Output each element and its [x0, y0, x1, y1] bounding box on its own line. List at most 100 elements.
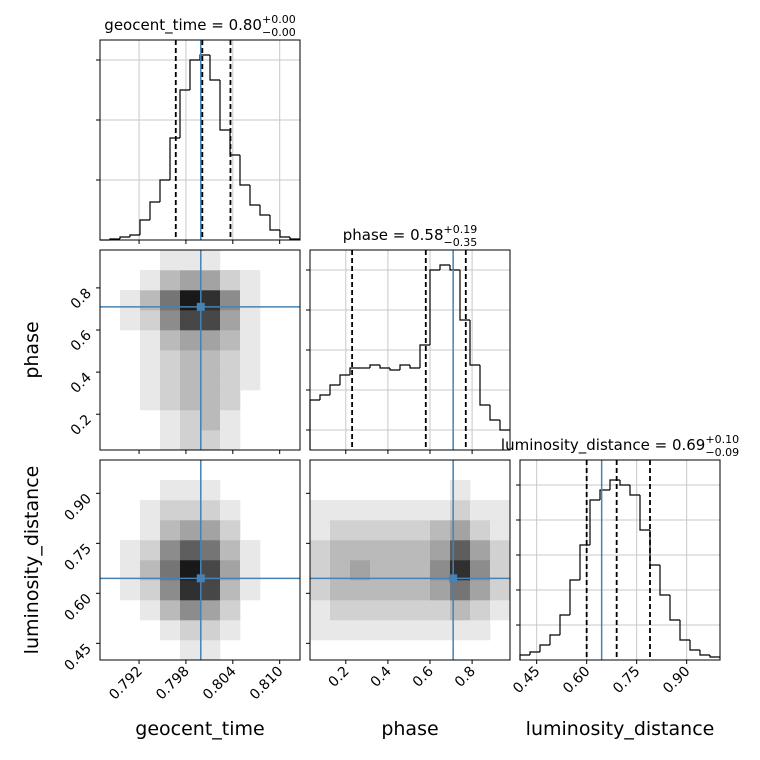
- density-cell: [450, 620, 471, 641]
- density-cell: [390, 600, 411, 621]
- histogram-bin: [699, 650, 710, 656]
- histogram-bin: [219, 80, 230, 131]
- density-cell: [160, 270, 181, 291]
- density-cell: [310, 520, 331, 541]
- x-tick-label: 0.792: [106, 664, 146, 704]
- histogram-bin: [689, 640, 700, 651]
- y-tick-label: 0.60: [61, 591, 94, 624]
- density-cell: [220, 580, 241, 601]
- histogram-bin: [289, 237, 300, 240]
- density-cell: [450, 500, 471, 521]
- histogram-bin: [119, 236, 130, 239]
- density-cell: [370, 560, 391, 581]
- density-cell: [220, 310, 241, 331]
- density-cell: [220, 370, 241, 391]
- density-cell: [470, 520, 491, 541]
- y-tick-label: 0.75: [61, 541, 94, 574]
- density-cell: [370, 580, 391, 601]
- histogram-bin: [569, 579, 580, 615]
- density-cell: [470, 540, 491, 561]
- truth-marker: [196, 302, 205, 311]
- density-cell: [140, 580, 161, 601]
- title-main: geocent_time = 0.80: [104, 16, 262, 35]
- density-cell: [200, 270, 221, 291]
- title-upper: +0.19: [444, 223, 478, 236]
- histogram-bin: [399, 364, 410, 370]
- density-cell: [220, 290, 241, 311]
- density-cell: [220, 500, 241, 521]
- density-cell: [220, 560, 241, 581]
- density-cell: [160, 500, 181, 521]
- density-cell: [140, 600, 161, 621]
- density-cell: [160, 330, 181, 351]
- density-cell: [160, 250, 181, 271]
- y-axis-label: phase: [21, 321, 43, 378]
- title-upper: +0.10: [705, 433, 739, 446]
- density-cell: [160, 290, 181, 311]
- histogram-bin: [459, 270, 470, 321]
- density-cell: [200, 520, 221, 541]
- density-cell: [330, 560, 351, 581]
- density-cell: [240, 580, 261, 601]
- density-cell: [410, 520, 431, 541]
- density-cell: [350, 500, 371, 521]
- truth-marker: [196, 574, 205, 583]
- histogram-bin: [419, 344, 430, 368]
- histogram-bin: [309, 399, 320, 450]
- density-cell: [200, 500, 221, 521]
- x-tick-label: 0.798: [153, 664, 193, 704]
- density-cell: [160, 410, 181, 431]
- density-cell: [350, 600, 371, 621]
- density-cell: [180, 560, 201, 581]
- histogram-bin: [179, 89, 190, 138]
- histogram-bin: [349, 367, 360, 375]
- density-cell: [140, 390, 161, 411]
- density-cell: [140, 330, 161, 351]
- density-cell: [200, 310, 221, 331]
- density-cell: [220, 270, 241, 291]
- x-tick-label: 0.45: [510, 664, 543, 697]
- density-cell: [470, 600, 491, 621]
- density-cell: [220, 520, 241, 541]
- density-cell: [310, 560, 331, 581]
- panel-title: phase = 0.58+0.19 −0.35: [343, 223, 478, 249]
- histogram-bin: [189, 59, 200, 90]
- density-cell: [220, 540, 241, 561]
- density-cell: [310, 540, 331, 561]
- density-cell: [430, 600, 451, 621]
- density-cell: [330, 580, 351, 601]
- density-cell: [180, 270, 201, 291]
- y-tick-label: 0.45: [61, 641, 94, 674]
- density-cell: [330, 620, 351, 641]
- density-cell: [200, 600, 221, 621]
- density-cell: [450, 480, 471, 501]
- density-cell: [430, 520, 451, 541]
- panel-frame: [99, 39, 301, 241]
- histogram-bin: [599, 489, 610, 500]
- density-cell: [140, 350, 161, 371]
- histogram-bin: [579, 544, 590, 580]
- density-cell: [350, 520, 371, 541]
- density-cell: [180, 480, 201, 501]
- density-cell: [410, 540, 431, 561]
- density-cell: [180, 520, 201, 541]
- x-tick-label: 0.804: [200, 663, 240, 703]
- title-lower: −0.35: [444, 236, 478, 249]
- histogram-bin: [389, 368, 400, 371]
- histogram-bin: [519, 654, 530, 660]
- density-cell: [240, 310, 261, 331]
- density-cell: [310, 500, 331, 521]
- density-cell: [180, 410, 201, 431]
- density-cell: [200, 390, 221, 411]
- density-cell: [140, 520, 161, 541]
- density-cell: [120, 540, 141, 561]
- density-cell: [470, 580, 491, 601]
- density-cell: [450, 600, 471, 621]
- density-cell: [370, 520, 391, 541]
- density-cell: [140, 560, 161, 581]
- density-cell: [470, 560, 491, 581]
- density-cell: [390, 520, 411, 541]
- density-cell: [240, 370, 261, 391]
- histogram-bin: [209, 55, 220, 81]
- density-cell: [160, 350, 181, 371]
